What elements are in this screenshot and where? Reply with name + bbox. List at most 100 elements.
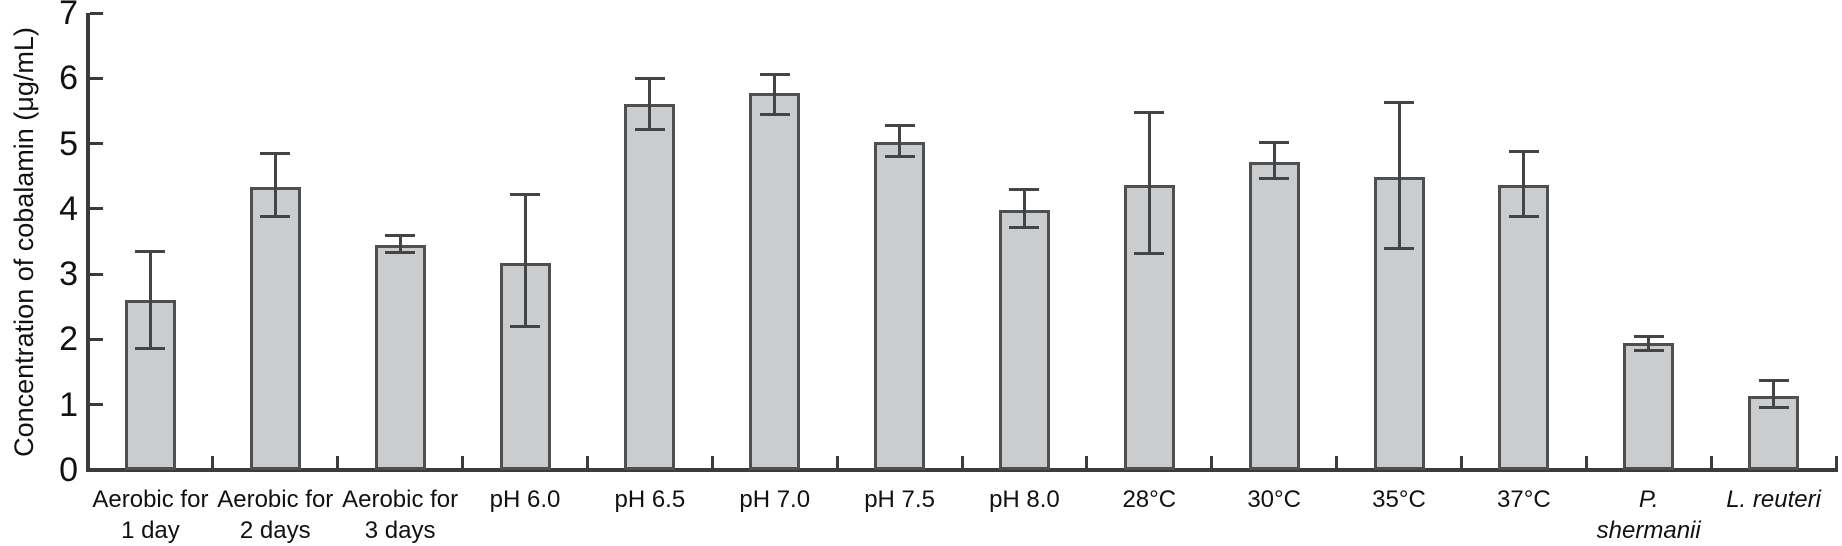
x-category-label: 28°C bbox=[1087, 484, 1212, 515]
error-bar-cap-top bbox=[510, 193, 540, 197]
error-bar-line bbox=[1522, 150, 1526, 218]
x-category-label-line: Aerobic for bbox=[217, 486, 334, 513]
error-bar-cap-bottom bbox=[1134, 251, 1165, 255]
x-category-label-line: pH 8.0 bbox=[989, 486, 1060, 513]
error-bar-line bbox=[1147, 112, 1151, 254]
error-bar-cap-bottom bbox=[1009, 225, 1040, 229]
error-bar-cap-bottom bbox=[510, 325, 540, 329]
x-category-label: L. reuteri bbox=[1711, 484, 1836, 515]
error-bar-cap-top bbox=[1633, 334, 1664, 338]
error-bar-cap-bottom bbox=[1758, 405, 1789, 409]
x-category-label: Aerobic for 2 days bbox=[213, 484, 338, 546]
error-bar-line bbox=[1022, 188, 1026, 228]
y-tick-label: 6 bbox=[59, 59, 78, 98]
error-bar-line bbox=[898, 124, 902, 157]
x-category-label-line: 2 days bbox=[239, 517, 311, 544]
y-axis-tick bbox=[90, 403, 103, 407]
x-category-label: 37°C bbox=[1461, 484, 1586, 515]
x-category-label: pH 6.5 bbox=[587, 484, 712, 515]
x-axis-tick bbox=[461, 456, 465, 468]
bar bbox=[1248, 161, 1300, 470]
bar bbox=[374, 245, 426, 470]
x-axis-tick bbox=[211, 456, 215, 468]
error-bar-cap-bottom bbox=[260, 215, 291, 219]
error-bar-cap-bottom bbox=[1633, 348, 1664, 352]
error-bar-cap-bottom bbox=[884, 154, 915, 158]
x-category-label-line: shermanii bbox=[1596, 517, 1701, 544]
x-category-label: pH 8.0 bbox=[962, 484, 1087, 515]
error-bar-cap-top bbox=[884, 123, 915, 127]
error-bar-cap-bottom bbox=[759, 113, 790, 117]
error-bar-line bbox=[1772, 379, 1776, 408]
x-axis-tick bbox=[710, 456, 714, 468]
x-category-label: Aerobic for 3 days bbox=[338, 484, 463, 546]
error-bar-cap-top bbox=[759, 73, 790, 77]
error-bar-cap-top bbox=[1384, 100, 1414, 104]
error-bar-cap-bottom bbox=[1508, 215, 1539, 219]
y-axis-tick bbox=[90, 11, 103, 15]
error-bar-cap-top bbox=[634, 76, 665, 80]
x-category-label-line: 28°C bbox=[1122, 486, 1177, 513]
error-bar-cap-bottom bbox=[634, 127, 665, 131]
y-axis-tick bbox=[90, 142, 103, 146]
x-category-label-line: L. reuteri bbox=[1726, 486, 1821, 513]
error-bar-cap-top bbox=[1009, 187, 1040, 191]
error-bar-cap-top bbox=[1508, 149, 1539, 153]
x-category-label-line: pH 6.0 bbox=[489, 486, 561, 513]
error-bar-cap-top bbox=[1758, 378, 1789, 382]
y-tick-label: 0 bbox=[59, 451, 78, 489]
x-category-label-line: 1 day bbox=[121, 517, 180, 544]
x-axis-tick bbox=[1834, 456, 1838, 468]
x-category-label-line: pH 7.5 bbox=[864, 486, 935, 513]
bar bbox=[1623, 342, 1675, 470]
error-bar-cap-top bbox=[1134, 111, 1165, 115]
x-category-label: pH 6.0 bbox=[463, 484, 588, 515]
x-axis-tick bbox=[1085, 456, 1089, 468]
x-category-label: pH 7.0 bbox=[712, 484, 837, 515]
x-axis-tick bbox=[336, 456, 340, 468]
error-bar-line bbox=[398, 234, 402, 253]
x-category-label-line: 37°C bbox=[1497, 486, 1551, 513]
x-axis-tick bbox=[585, 456, 589, 468]
y-axis-tick bbox=[90, 272, 103, 276]
error-bar-cap-top bbox=[385, 233, 416, 237]
error-bar-cap-top bbox=[135, 249, 166, 253]
error-bar-line bbox=[1272, 141, 1276, 180]
y-axis-tick bbox=[90, 337, 103, 341]
x-axis-tick bbox=[960, 456, 964, 468]
error-bar-cap-bottom bbox=[135, 347, 166, 351]
error-bar-line bbox=[773, 74, 777, 116]
bar bbox=[624, 103, 676, 470]
y-tick-label: 3 bbox=[59, 255, 78, 294]
bar bbox=[998, 209, 1050, 470]
x-category-label: P. shermanii bbox=[1586, 484, 1711, 546]
error-bar-line bbox=[148, 250, 152, 350]
x-category-label-line: Aerobic for bbox=[92, 486, 209, 513]
error-bar-line bbox=[1647, 335, 1651, 351]
x-category-label-line: 3 days bbox=[364, 517, 436, 544]
x-axis-tick bbox=[1210, 456, 1214, 468]
bar bbox=[874, 142, 926, 470]
y-tick-label: 1 bbox=[59, 385, 78, 424]
y-tick-label: 2 bbox=[59, 320, 78, 359]
x-category-label-line: pH 6.5 bbox=[614, 486, 686, 513]
x-category-label-line: 30°C bbox=[1247, 486, 1301, 513]
y-axis-line bbox=[86, 13, 90, 472]
x-category-label: Aerobic for 1 day bbox=[88, 484, 213, 546]
bar bbox=[249, 187, 301, 470]
y-tick-label: 5 bbox=[59, 124, 78, 163]
x-axis-line bbox=[86, 468, 1838, 472]
error-bar-cap-bottom bbox=[1384, 246, 1414, 250]
x-category-label: pH 7.5 bbox=[837, 484, 962, 515]
error-bar-line bbox=[523, 194, 527, 327]
bar bbox=[1498, 185, 1550, 470]
bar bbox=[749, 93, 801, 470]
x-category-label-line: Aerobic for bbox=[342, 486, 459, 513]
error-bar-line bbox=[1397, 101, 1401, 249]
x-category-label: 30°C bbox=[1212, 484, 1337, 515]
y-axis-tick bbox=[90, 76, 103, 80]
error-bar-cap-bottom bbox=[1259, 177, 1290, 181]
x-category-label-line: P. bbox=[1638, 486, 1659, 513]
error-bar-line bbox=[648, 77, 652, 130]
